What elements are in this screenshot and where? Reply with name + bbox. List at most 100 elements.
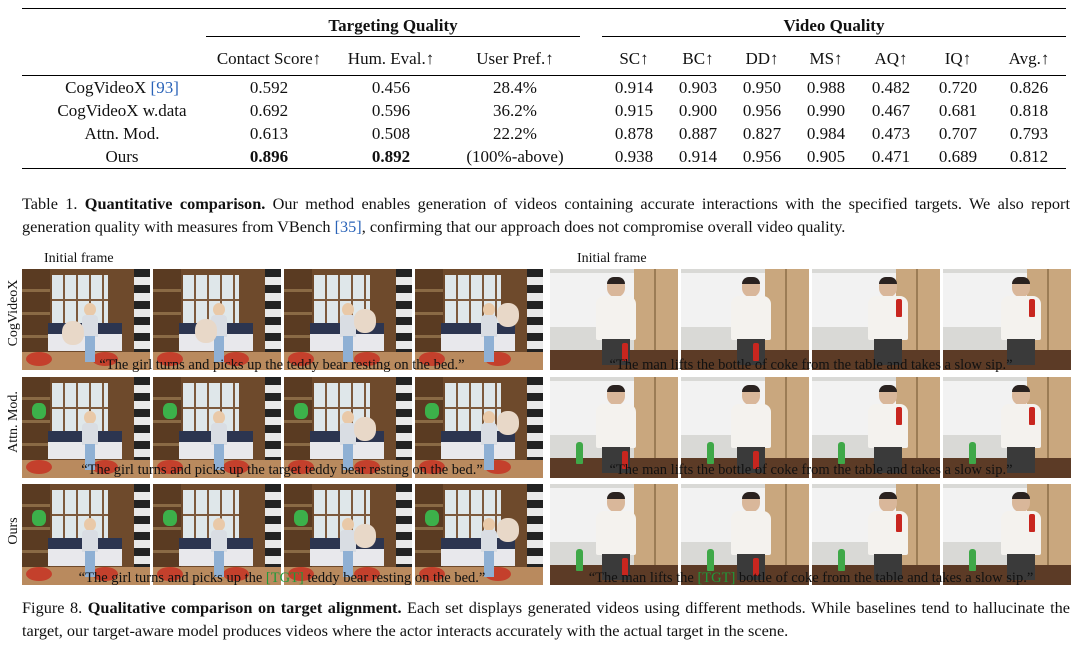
video-frame-girl bbox=[415, 377, 543, 478]
initial-frame-label-right: Initial frame bbox=[577, 251, 647, 266]
cell-avg: 0.812 bbox=[1009, 146, 1049, 166]
row-label-cogvideox: CogVideoX bbox=[6, 279, 21, 347]
cell-bc: 0.914 bbox=[678, 146, 718, 166]
cell-aq: 0.471 bbox=[871, 146, 911, 166]
video-frame-man bbox=[681, 377, 809, 478]
cell-sc: 0.938 bbox=[614, 146, 654, 166]
cell-contact: 0.592 bbox=[249, 77, 289, 97]
cell-pref: 36.2% bbox=[493, 100, 537, 120]
cell-avg: 0.818 bbox=[1009, 100, 1049, 120]
video-frame-girl bbox=[153, 484, 281, 585]
video-frame-man bbox=[681, 269, 809, 370]
cell-sc: 0.878 bbox=[614, 123, 654, 143]
video-frame-man bbox=[943, 484, 1071, 585]
video-frame-girl bbox=[22, 484, 150, 585]
cell-iq: 0.681 bbox=[938, 100, 978, 120]
col-sc: SC↑ bbox=[619, 49, 649, 68]
col-iq: IQ↑ bbox=[944, 49, 972, 68]
table-row: Ours 0.896 0.892 (100%-above) 0.938 0.914 0.95… bbox=[22, 145, 1066, 169]
cell-iq: 0.707 bbox=[938, 123, 978, 143]
col-ms: MS↑ bbox=[809, 49, 843, 68]
cell-pref: 22.2% bbox=[493, 123, 537, 143]
cell-pref: (100%-above) bbox=[466, 146, 564, 166]
video-frame-girl bbox=[284, 377, 412, 478]
video-frame-man bbox=[550, 484, 678, 585]
cell-iq: 0.720 bbox=[938, 77, 978, 97]
video-frame-man bbox=[943, 269, 1071, 370]
initial-frame-label-left: Initial frame bbox=[44, 251, 114, 266]
video-frame-girl bbox=[153, 377, 281, 478]
video-frame-girl bbox=[22, 269, 150, 370]
method-name: Ours bbox=[105, 146, 139, 166]
video-frame-man bbox=[943, 377, 1071, 478]
cell-dd: 0.827 bbox=[742, 123, 782, 143]
table-row: Attn. Mod. 0.613 0.508 22.2% 0.878 0.887 0.827… bbox=[22, 122, 1066, 145]
tgt-token: [TGT] bbox=[265, 570, 304, 586]
table-row: CogVideoX w.data 0.692 0.596 36.2% 0.915 0.90… bbox=[22, 99, 1066, 122]
method-name: CogVideoX w.data bbox=[57, 100, 187, 120]
cell-hum: 0.596 bbox=[371, 100, 411, 120]
cell-sc: 0.914 bbox=[614, 77, 654, 97]
cell-avg: 0.793 bbox=[1009, 123, 1049, 143]
row-label-ours: Ours bbox=[6, 517, 21, 545]
results-table: Targeting Quality Video Quality Contact … bbox=[22, 8, 1066, 169]
cell-iq: 0.689 bbox=[938, 146, 978, 166]
cell-ms: 0.905 bbox=[806, 146, 846, 166]
cell-hum: 0.456 bbox=[371, 77, 411, 97]
table-row: CogVideoX [93] 0.592 0.456 28.4% 0.914 0.903 0… bbox=[22, 75, 1066, 100]
video-frame-girl bbox=[415, 269, 543, 370]
video-frame-man bbox=[681, 484, 809, 585]
col-dd: DD↑ bbox=[745, 49, 779, 68]
video-frame-man bbox=[812, 484, 940, 585]
video-frame-man bbox=[812, 269, 940, 370]
col-aq: AQ↑ bbox=[874, 49, 908, 68]
prompt-right-cogvideox: “The man lifts the bottle of coke from t… bbox=[609, 357, 1013, 373]
video-frame-girl bbox=[22, 377, 150, 478]
figure-caption: Figure 8. Qualitative comparison on targ… bbox=[22, 598, 1071, 640]
citation-link[interactable]: [35] bbox=[334, 217, 362, 236]
method-name: Attn. Mod. bbox=[84, 123, 160, 143]
cell-sc: 0.915 bbox=[614, 100, 654, 120]
cell-bc: 0.903 bbox=[678, 77, 718, 97]
col-contact-score: Contact Score↑ bbox=[216, 49, 322, 68]
cell-contact: 0.896 bbox=[249, 146, 289, 166]
cell-ms: 0.990 bbox=[806, 100, 846, 120]
cell-dd: 0.956 bbox=[742, 146, 782, 166]
method-name: CogVideoX [93] bbox=[65, 77, 179, 97]
cell-avg: 0.826 bbox=[1009, 77, 1049, 97]
row-label-attn-mod: Attn. Mod. bbox=[6, 391, 21, 453]
cell-pref: 28.4% bbox=[493, 77, 537, 97]
cell-ms: 0.984 bbox=[806, 123, 846, 143]
cell-dd: 0.950 bbox=[742, 77, 782, 97]
cell-hum: 0.892 bbox=[371, 146, 411, 166]
cell-hum: 0.508 bbox=[371, 123, 411, 143]
col-bc: BC↑ bbox=[682, 49, 714, 68]
col-user-pref: User Pref.↑ bbox=[476, 49, 554, 68]
video-frame-man bbox=[550, 269, 678, 370]
group-header-targeting: Targeting Quality bbox=[206, 9, 580, 44]
prompt-right-ours: “The man lifts the [TGT] bottle of coke … bbox=[588, 570, 1034, 586]
video-frame-man bbox=[550, 377, 678, 478]
col-avg: Avg.↑ bbox=[1008, 49, 1050, 68]
citation-link[interactable]: [93] bbox=[150, 77, 179, 97]
prompt-right-attn-mod: “The man lifts the bottle of coke from t… bbox=[609, 462, 1013, 478]
prompt-left-cogvideox: “The girl turns and picks up the teddy b… bbox=[99, 357, 465, 373]
cell-aq: 0.467 bbox=[871, 100, 911, 120]
prompt-left-attn-mod: “The girl turns and picks up the target … bbox=[81, 462, 483, 478]
cell-contact: 0.692 bbox=[249, 100, 289, 120]
video-frame-girl bbox=[284, 484, 412, 585]
figure-caption-title: Qualitative comparison on target alignme… bbox=[87, 598, 402, 617]
cell-bc: 0.900 bbox=[678, 100, 718, 120]
table-caption: Table 1. Quantitative comparison. Our me… bbox=[22, 194, 1071, 236]
group-header-video: Video Quality bbox=[602, 9, 1066, 44]
cell-aq: 0.482 bbox=[871, 77, 911, 97]
prompt-left-ours: “The girl turns and picks up the [TGT] t… bbox=[78, 570, 486, 586]
cell-bc: 0.887 bbox=[678, 123, 718, 143]
col-hum-eval: Hum. Eval.↑ bbox=[347, 49, 435, 68]
cell-contact: 0.613 bbox=[249, 123, 289, 143]
video-frame-girl bbox=[153, 269, 281, 370]
video-frame-girl bbox=[415, 484, 543, 585]
cell-dd: 0.956 bbox=[742, 100, 782, 120]
tgt-token: [TGT] bbox=[697, 570, 736, 586]
cell-aq: 0.473 bbox=[871, 123, 911, 143]
